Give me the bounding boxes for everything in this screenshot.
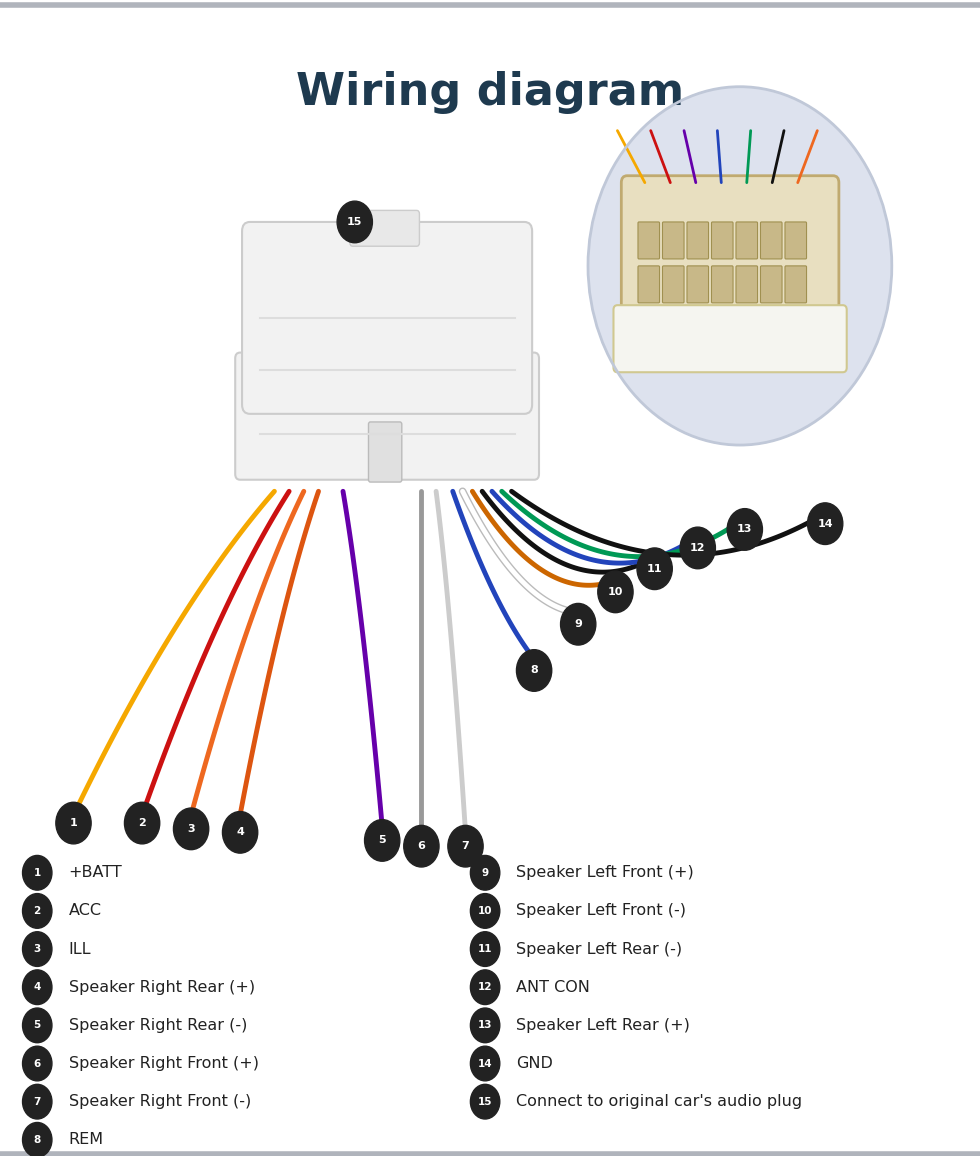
FancyBboxPatch shape bbox=[736, 222, 758, 259]
FancyBboxPatch shape bbox=[350, 210, 419, 246]
Text: 6: 6 bbox=[33, 1059, 41, 1068]
Text: +BATT: +BATT bbox=[69, 866, 122, 880]
Text: 4: 4 bbox=[33, 983, 41, 992]
Circle shape bbox=[124, 802, 160, 844]
FancyBboxPatch shape bbox=[235, 353, 539, 480]
Text: 5: 5 bbox=[378, 836, 386, 845]
Text: 2: 2 bbox=[33, 906, 41, 916]
Circle shape bbox=[680, 527, 715, 569]
Text: 15: 15 bbox=[478, 1097, 492, 1106]
Circle shape bbox=[173, 808, 209, 850]
Circle shape bbox=[470, 1008, 500, 1043]
Circle shape bbox=[23, 970, 52, 1005]
Text: Speaker Right Front (+): Speaker Right Front (+) bbox=[69, 1057, 259, 1070]
Text: Connect to original car's audio plug: Connect to original car's audio plug bbox=[516, 1095, 803, 1109]
Text: 12: 12 bbox=[478, 983, 492, 992]
FancyBboxPatch shape bbox=[662, 222, 684, 259]
Text: 11: 11 bbox=[478, 944, 492, 954]
Text: 8: 8 bbox=[530, 666, 538, 675]
Text: 1: 1 bbox=[70, 818, 77, 828]
FancyBboxPatch shape bbox=[785, 222, 807, 259]
Text: ANT CON: ANT CON bbox=[516, 980, 590, 994]
Text: Speaker Left Front (-): Speaker Left Front (-) bbox=[516, 904, 686, 918]
Text: Speaker Left Rear (-): Speaker Left Rear (-) bbox=[516, 942, 683, 956]
Text: 10: 10 bbox=[608, 587, 623, 596]
Circle shape bbox=[23, 1122, 52, 1156]
Circle shape bbox=[23, 1008, 52, 1043]
FancyBboxPatch shape bbox=[638, 266, 660, 303]
Text: 10: 10 bbox=[478, 906, 492, 916]
Text: 1: 1 bbox=[33, 868, 41, 877]
FancyBboxPatch shape bbox=[736, 266, 758, 303]
FancyBboxPatch shape bbox=[621, 176, 839, 328]
Text: REM: REM bbox=[69, 1133, 104, 1147]
Circle shape bbox=[222, 812, 258, 853]
Circle shape bbox=[808, 503, 843, 544]
Text: 7: 7 bbox=[462, 842, 469, 851]
Circle shape bbox=[448, 825, 483, 867]
Circle shape bbox=[470, 1084, 500, 1119]
Text: 13: 13 bbox=[737, 525, 753, 534]
Circle shape bbox=[56, 802, 91, 844]
Text: Wiring diagram: Wiring diagram bbox=[296, 71, 684, 114]
Text: Speaker Left Front (+): Speaker Left Front (+) bbox=[516, 866, 694, 880]
Text: 9: 9 bbox=[574, 620, 582, 629]
Circle shape bbox=[23, 855, 52, 890]
Text: 3: 3 bbox=[187, 824, 195, 833]
FancyBboxPatch shape bbox=[711, 222, 733, 259]
Circle shape bbox=[588, 87, 892, 445]
Text: 6: 6 bbox=[417, 842, 425, 851]
FancyBboxPatch shape bbox=[368, 422, 402, 482]
Circle shape bbox=[337, 201, 372, 243]
Text: 8: 8 bbox=[33, 1135, 41, 1144]
Circle shape bbox=[23, 932, 52, 966]
Circle shape bbox=[561, 603, 596, 645]
Circle shape bbox=[470, 855, 500, 890]
Circle shape bbox=[23, 1084, 52, 1119]
Circle shape bbox=[598, 571, 633, 613]
Text: ACC: ACC bbox=[69, 904, 102, 918]
Text: 11: 11 bbox=[647, 564, 662, 573]
Circle shape bbox=[470, 1046, 500, 1081]
FancyBboxPatch shape bbox=[638, 222, 660, 259]
Circle shape bbox=[516, 650, 552, 691]
FancyBboxPatch shape bbox=[711, 266, 733, 303]
FancyBboxPatch shape bbox=[687, 222, 709, 259]
Text: 15: 15 bbox=[347, 217, 363, 227]
Circle shape bbox=[637, 548, 672, 590]
Text: 7: 7 bbox=[33, 1097, 41, 1106]
Circle shape bbox=[470, 970, 500, 1005]
Text: 13: 13 bbox=[478, 1021, 492, 1030]
Text: 3: 3 bbox=[33, 944, 41, 954]
FancyBboxPatch shape bbox=[785, 266, 807, 303]
Circle shape bbox=[404, 825, 439, 867]
FancyBboxPatch shape bbox=[242, 222, 532, 414]
FancyBboxPatch shape bbox=[613, 305, 847, 372]
Text: 4: 4 bbox=[236, 828, 244, 837]
Circle shape bbox=[727, 509, 762, 550]
Text: Speaker Right Front (-): Speaker Right Front (-) bbox=[69, 1095, 251, 1109]
Text: 5: 5 bbox=[33, 1021, 41, 1030]
Text: Speaker Right Rear (+): Speaker Right Rear (+) bbox=[69, 980, 255, 994]
Text: 12: 12 bbox=[690, 543, 706, 553]
Circle shape bbox=[470, 894, 500, 928]
Circle shape bbox=[23, 894, 52, 928]
Text: Speaker Right Rear (-): Speaker Right Rear (-) bbox=[69, 1018, 247, 1032]
Circle shape bbox=[470, 932, 500, 966]
Text: 14: 14 bbox=[817, 519, 833, 528]
Text: 9: 9 bbox=[481, 868, 489, 877]
Text: Speaker Left Rear (+): Speaker Left Rear (+) bbox=[516, 1018, 690, 1032]
Text: 2: 2 bbox=[138, 818, 146, 828]
FancyBboxPatch shape bbox=[687, 266, 709, 303]
FancyBboxPatch shape bbox=[662, 266, 684, 303]
Circle shape bbox=[23, 1046, 52, 1081]
FancyBboxPatch shape bbox=[760, 222, 782, 259]
Circle shape bbox=[365, 820, 400, 861]
Text: ILL: ILL bbox=[69, 942, 91, 956]
Text: 14: 14 bbox=[478, 1059, 492, 1068]
FancyBboxPatch shape bbox=[760, 266, 782, 303]
Text: GND: GND bbox=[516, 1057, 554, 1070]
